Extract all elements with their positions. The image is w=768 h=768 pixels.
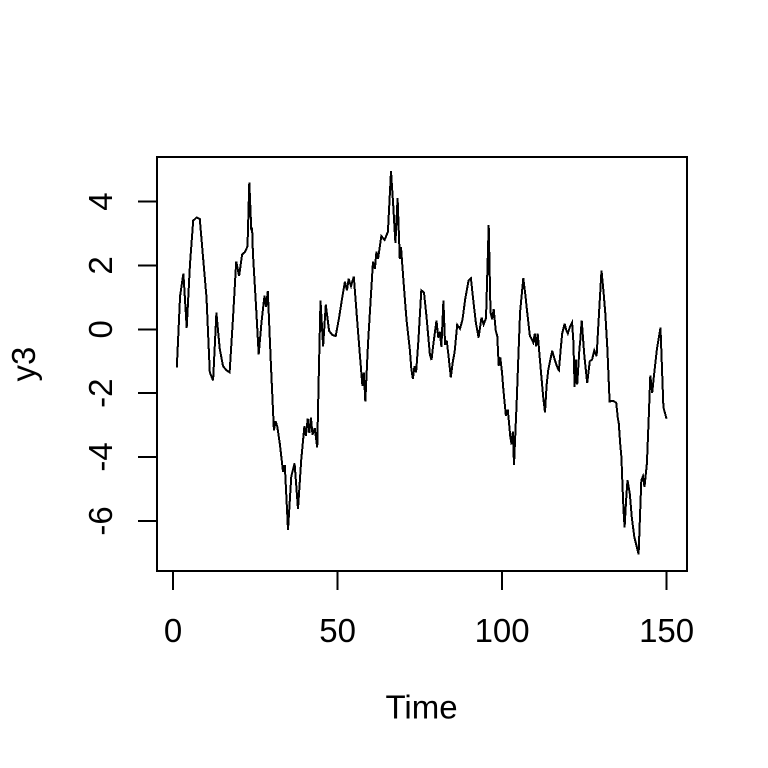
svg-text:50: 50: [319, 612, 356, 649]
svg-text:0: 0: [82, 320, 119, 338]
svg-text:-2: -2: [82, 379, 119, 408]
svg-text:Time: Time: [385, 689, 457, 726]
svg-text:y3: y3: [5, 347, 42, 382]
svg-text:150: 150: [639, 612, 694, 649]
svg-text:0: 0: [164, 612, 182, 649]
svg-text:4: 4: [82, 192, 119, 210]
svg-text:2: 2: [82, 256, 119, 274]
svg-text:-4: -4: [82, 442, 119, 471]
svg-text:100: 100: [475, 612, 530, 649]
svg-text:-6: -6: [82, 506, 119, 535]
